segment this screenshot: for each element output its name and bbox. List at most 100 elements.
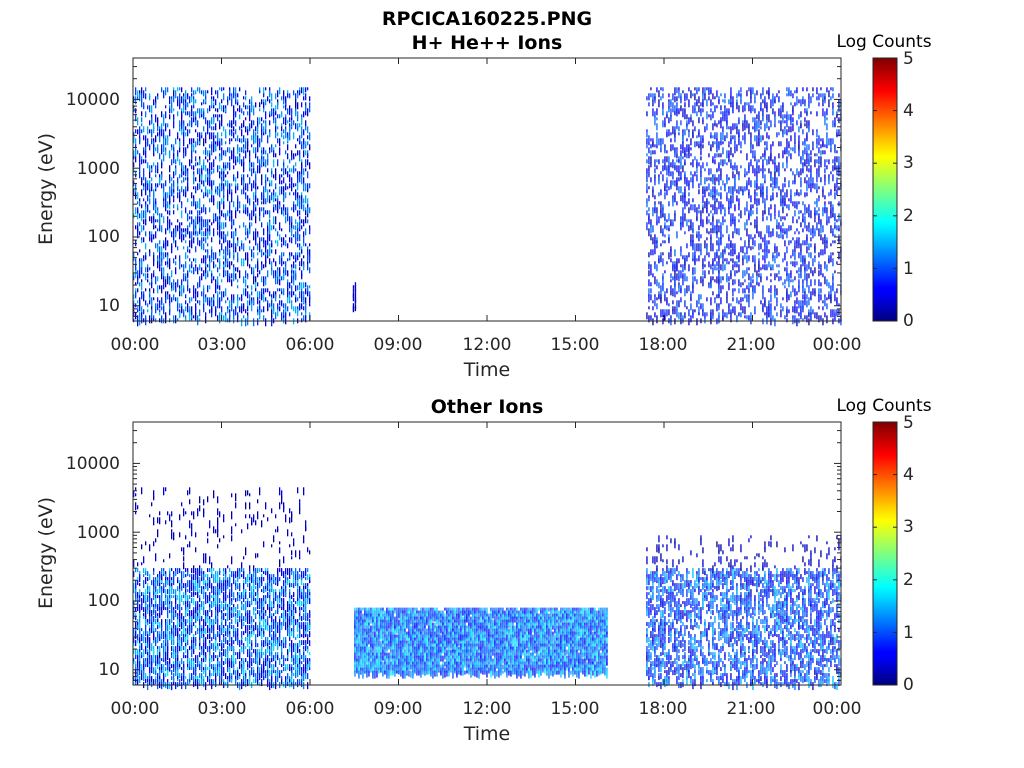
spectrogram-cell bbox=[772, 252, 774, 259]
spectrogram-cell bbox=[694, 267, 696, 275]
spectrogram-cell bbox=[163, 589, 165, 594]
spectrogram-cell bbox=[812, 270, 814, 276]
spectrogram-cell bbox=[285, 270, 287, 276]
spectrogram-cell bbox=[289, 117, 291, 123]
spectrogram-cell bbox=[247, 315, 249, 320]
spectrogram-cell bbox=[646, 144, 648, 149]
spectrogram-cell bbox=[237, 315, 239, 323]
spectrogram-cell bbox=[175, 297, 177, 302]
spectrogram-cell bbox=[165, 580, 167, 588]
spectrogram-cell bbox=[832, 309, 834, 318]
spectrogram-cell bbox=[245, 117, 247, 121]
spectrogram-cell bbox=[165, 643, 167, 647]
spectrogram-cell bbox=[277, 288, 279, 292]
spectrogram-cell bbox=[714, 195, 716, 201]
spectrogram-cell bbox=[193, 231, 195, 236]
spectrogram-cell bbox=[688, 219, 690, 223]
spectrogram-cell bbox=[746, 255, 748, 264]
spectrogram-cell bbox=[702, 195, 704, 204]
spectrogram-cell bbox=[670, 108, 672, 115]
spectrogram-cell bbox=[730, 90, 732, 99]
spectrogram-cell bbox=[656, 279, 658, 287]
spectrogram-cell bbox=[760, 105, 762, 111]
spectrogram-cell bbox=[684, 261, 686, 270]
colorbar-label: Log Counts bbox=[836, 32, 931, 52]
spectrogram-cell bbox=[227, 276, 229, 282]
spectrogram-cell bbox=[764, 150, 766, 158]
spectrogram-cell bbox=[283, 261, 285, 265]
spectrogram-cell bbox=[720, 234, 722, 239]
spectrogram-cell bbox=[766, 120, 768, 129]
spectrogram-cell bbox=[237, 237, 239, 243]
spectrogram-cell bbox=[754, 96, 756, 100]
spectrogram-cell bbox=[297, 150, 299, 156]
spectrogram-cell bbox=[692, 237, 694, 242]
spectrogram-cell bbox=[760, 108, 762, 112]
spectrogram-cell bbox=[217, 258, 219, 263]
spectrogram-cell bbox=[171, 183, 173, 187]
spectrogram-cell bbox=[271, 297, 273, 303]
spectrogram-cell bbox=[253, 276, 255, 285]
spectrogram-cell bbox=[205, 99, 207, 103]
spectrogram-cell bbox=[143, 273, 145, 277]
spectrogram-cell bbox=[197, 183, 199, 191]
spectrogram-cell bbox=[816, 159, 818, 164]
spectrogram-cell bbox=[692, 222, 694, 228]
spectrogram-cell bbox=[766, 189, 768, 197]
spectrogram-cell bbox=[818, 174, 820, 178]
spectrogram-cell bbox=[165, 598, 167, 603]
spectrogram-cell bbox=[656, 243, 658, 247]
spectrogram-cell bbox=[259, 117, 261, 125]
spectrogram-cell bbox=[646, 168, 648, 175]
spectrogram-cell bbox=[682, 141, 684, 150]
spectrogram-cell bbox=[261, 264, 263, 271]
spectrogram-cell bbox=[227, 258, 229, 264]
spectrogram-cell bbox=[768, 228, 770, 234]
spectrogram-cell bbox=[275, 186, 277, 190]
spectrogram-cell bbox=[782, 150, 784, 159]
spectrogram-cell bbox=[712, 222, 714, 230]
spectrogram-cell bbox=[163, 123, 165, 127]
spectrogram-cell bbox=[153, 129, 155, 134]
spectrogram-cell bbox=[269, 189, 271, 193]
spectrogram-cell bbox=[708, 177, 710, 181]
spectrogram-cell bbox=[139, 162, 141, 167]
spectrogram-cell bbox=[722, 111, 724, 120]
spectrogram-cell bbox=[281, 126, 283, 132]
spectrogram-cell bbox=[141, 87, 143, 95]
spectrogram-cell bbox=[690, 294, 692, 300]
spectrogram-cell bbox=[774, 123, 776, 128]
spectrogram-cell bbox=[806, 120, 808, 129]
spectrogram-cell bbox=[309, 228, 311, 235]
spectrogram-cell bbox=[802, 201, 804, 206]
spectrogram-cell bbox=[159, 613, 161, 618]
spectrogram-cell bbox=[165, 87, 167, 96]
spectrogram-cell bbox=[133, 276, 135, 281]
spectrogram-cell bbox=[674, 213, 676, 222]
spectrogram-cell bbox=[836, 168, 838, 176]
spectrogram-cell bbox=[183, 138, 185, 147]
spectrogram-cell bbox=[139, 622, 141, 626]
spectrogram-cell bbox=[217, 90, 219, 99]
spectrogram-cell bbox=[690, 177, 692, 183]
spectrogram-cell bbox=[736, 189, 738, 194]
spectrogram-cell bbox=[221, 180, 223, 185]
spectrogram-cell bbox=[245, 279, 247, 288]
spectrogram-cell bbox=[816, 96, 818, 101]
spectrogram-cell bbox=[237, 300, 239, 309]
spectrogram-cell bbox=[662, 213, 664, 218]
spectrogram-cell bbox=[141, 282, 143, 291]
spectrogram-cell bbox=[738, 171, 740, 177]
spectrogram-cell bbox=[277, 267, 279, 271]
spectrogram-cell bbox=[650, 294, 652, 301]
spectrogram-cell bbox=[179, 261, 181, 270]
spectrogram-cell bbox=[229, 93, 231, 97]
spectrogram-cell bbox=[656, 219, 658, 224]
spectrogram-cell bbox=[279, 204, 281, 210]
spectrogram-cell bbox=[792, 279, 794, 283]
spectrogram-cell bbox=[734, 147, 736, 154]
spectrogram-cell bbox=[153, 640, 155, 644]
spectrogram-cell bbox=[147, 631, 149, 636]
spectrogram-cell bbox=[686, 96, 688, 101]
spectrogram-cell bbox=[169, 198, 171, 204]
